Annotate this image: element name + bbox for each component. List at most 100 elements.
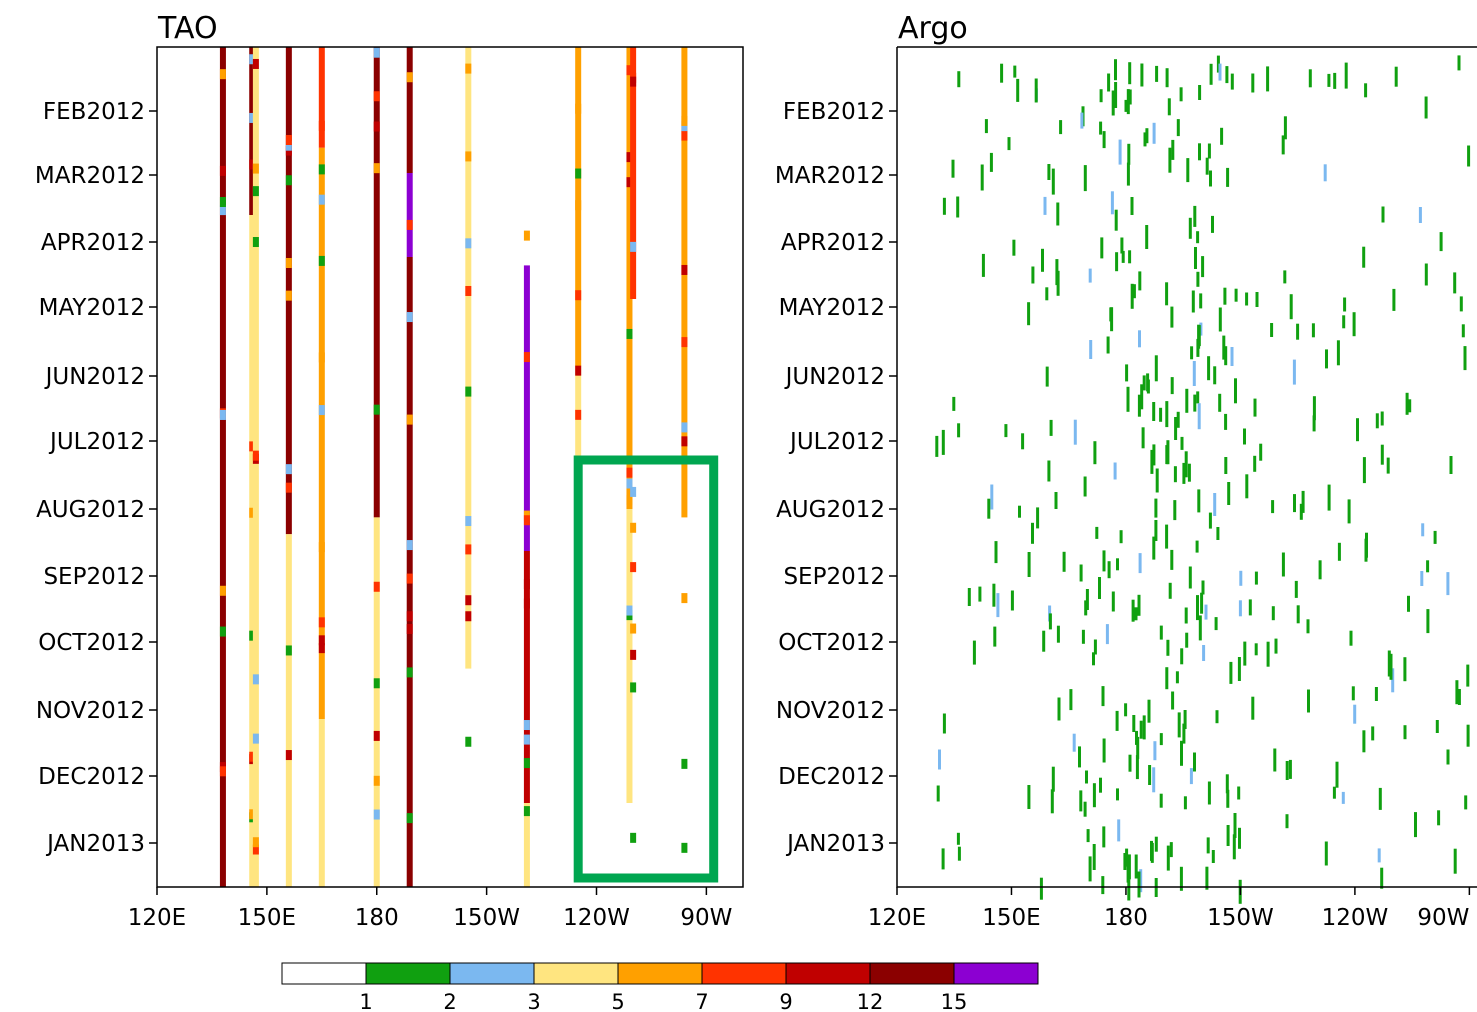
argo-obs-mark — [1327, 73, 1331, 87]
argo-obs-mark — [1116, 788, 1119, 801]
tao-panel: TAO FEB2012 MAR2012 APR2012 MAY2012 JUN2012 J… — [35, 11, 744, 931]
argo-obs-mark — [1007, 137, 1011, 151]
argo-obs-mark — [1153, 741, 1157, 761]
argo-obs-mark — [1187, 463, 1191, 482]
argo-obs-mark — [1183, 710, 1187, 729]
tao-marker — [630, 682, 637, 693]
argo-obs-mark — [1459, 296, 1463, 312]
argo-obs-mark — [1205, 866, 1209, 890]
tao-marker — [465, 595, 472, 606]
argo-obs-mark — [951, 159, 955, 178]
argo-obs-mark — [1332, 786, 1336, 799]
tao-marker — [318, 120, 325, 131]
tao-marker — [681, 337, 688, 348]
argo-obs-mark — [1224, 346, 1228, 366]
argo-obs-mark — [1224, 457, 1228, 474]
tao-marker — [575, 365, 582, 376]
argo-obs-mark — [1192, 361, 1196, 386]
argo-obs-mark — [956, 196, 960, 218]
tao-marker — [465, 516, 472, 527]
argo-obs-mark — [1165, 68, 1169, 88]
tao-y-tick-label: JAN2013 — [45, 831, 145, 857]
tao-column-segment — [219, 47, 226, 887]
argo-obs-mark — [1127, 143, 1131, 165]
argo-obs-mark — [1110, 191, 1114, 215]
argo-obs-mark — [1100, 237, 1104, 259]
argo-obs-mark — [1405, 392, 1409, 415]
tao-marker — [465, 611, 472, 622]
argo-y-tick-label: NOV2012 — [776, 698, 885, 724]
tao-marker — [373, 809, 380, 820]
tao-marker — [406, 219, 413, 230]
argo-obs-mark — [1194, 247, 1197, 269]
argo-obs-mark — [1139, 720, 1143, 739]
argo-obs-mark — [1141, 427, 1145, 449]
argo-obs-mark — [1259, 443, 1263, 461]
argo-obs-mark — [1102, 738, 1106, 763]
argo-obs-mark — [1107, 73, 1111, 92]
colorbar-label: 3 — [527, 990, 540, 1012]
argo-obs-mark — [1176, 411, 1180, 428]
argo-obs-mark — [1202, 645, 1206, 661]
argo-obs-mark — [1327, 484, 1331, 511]
argo-obs-mark — [1165, 524, 1169, 549]
argo-obs-mark — [1124, 703, 1128, 717]
tao-marker — [249, 751, 256, 762]
argo-obs-mark — [1273, 748, 1277, 772]
argo-obs-mark — [1466, 724, 1470, 747]
tao-marker — [626, 65, 633, 76]
tao-marker — [406, 573, 413, 584]
argo-y-axis: FEB2012 MAR2012 APR2012 MAY2012 JUN2012 JUL20… — [775, 99, 897, 857]
colorbar-label: 2 — [443, 990, 456, 1012]
argo-obs-mark — [1420, 571, 1424, 586]
argo-obs-mark — [1088, 856, 1092, 882]
argo-obs-mark — [1288, 759, 1292, 779]
tao-marker — [249, 507, 256, 518]
argo-obs-mark — [1130, 283, 1134, 309]
tao-marker — [318, 643, 325, 654]
argo-obs-mark — [1190, 346, 1194, 360]
tao-column-segment — [285, 47, 292, 535]
argo-obs-mark — [1004, 424, 1008, 438]
argo-obs-mark — [984, 119, 988, 134]
argo-obs-mark — [1216, 55, 1220, 73]
tao-marker — [630, 522, 637, 533]
argo-obs-mark — [1200, 592, 1204, 614]
argo-obs-mark — [1062, 551, 1066, 572]
tao-marker — [681, 121, 688, 132]
argo-obs-mark — [1408, 399, 1412, 413]
argo-obs-mark — [1347, 499, 1351, 524]
tao-marker — [318, 164, 325, 175]
argo-obs-mark — [1170, 549, 1174, 570]
highlight-box — [573, 455, 719, 883]
tao-marker — [219, 69, 226, 80]
tao-marker — [681, 758, 688, 769]
argo-obs-mark — [1226, 825, 1230, 846]
argo-obs-mark — [1335, 761, 1339, 788]
argo-obs-mark — [1102, 826, 1106, 848]
argo-obs-mark — [1455, 680, 1459, 705]
argo-obs-mark — [1180, 648, 1184, 665]
colorbar-swatch — [533, 962, 619, 985]
argo-obs-mark — [1092, 652, 1095, 666]
argo-x-tick-label: 150W — [1207, 905, 1274, 931]
argo-obs-mark — [1078, 746, 1081, 768]
argo-obs-mark — [1418, 207, 1422, 223]
argo-y-tick-label: DEC2012 — [778, 764, 885, 790]
argo-obs-mark — [1292, 359, 1296, 385]
tao-marker — [373, 121, 380, 132]
tao-y-tick-label: NOV2012 — [36, 698, 145, 724]
tao-marker — [465, 238, 472, 249]
argo-obs-mark — [1243, 428, 1246, 445]
argo-obs-mark — [1115, 252, 1119, 272]
argo-obs-mark — [1106, 336, 1110, 354]
argo-obs-mark — [1184, 451, 1188, 478]
argo-obs-mark — [1047, 164, 1051, 180]
argo-obs-mark — [1083, 476, 1087, 497]
argo-obs-mark — [1098, 577, 1101, 599]
argo-obs-mark — [1214, 617, 1218, 631]
argo-obs-mark — [1128, 89, 1132, 105]
argo-obs-mark — [1352, 312, 1356, 337]
tao-marker — [630, 623, 637, 634]
argo-obs-mark — [1253, 398, 1257, 417]
